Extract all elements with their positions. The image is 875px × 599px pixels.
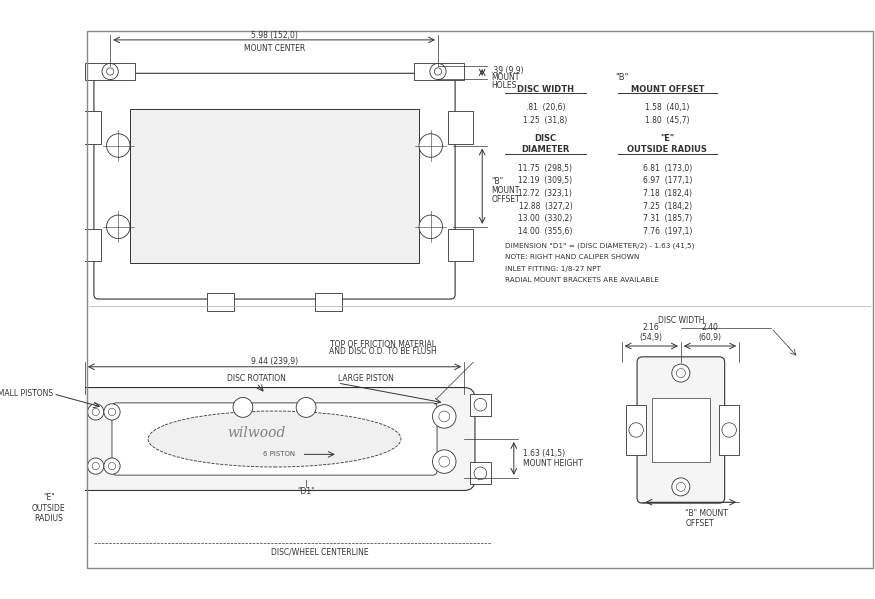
Bar xyxy=(448,229,473,261)
FancyBboxPatch shape xyxy=(94,73,455,299)
Circle shape xyxy=(107,68,114,75)
Text: 7.76  (197,1): 7.76 (197,1) xyxy=(642,227,692,236)
Circle shape xyxy=(107,215,130,238)
FancyBboxPatch shape xyxy=(74,388,475,491)
Text: .81  (20,6): .81 (20,6) xyxy=(526,103,565,112)
Text: 5.98 (152,0): 5.98 (152,0) xyxy=(251,31,298,40)
Text: INLET FITTING: 1/8-27 NPT: INLET FITTING: 1/8-27 NPT xyxy=(505,265,600,271)
Circle shape xyxy=(474,467,487,480)
Bar xyxy=(415,63,464,80)
Text: OFFSET: OFFSET xyxy=(491,195,520,204)
Bar xyxy=(448,111,473,144)
Text: 7.25  (184,2): 7.25 (184,2) xyxy=(643,201,692,210)
Circle shape xyxy=(104,458,120,474)
Circle shape xyxy=(233,398,253,418)
Text: AND DISC O.D. TO BE FLUSH: AND DISC O.D. TO BE FLUSH xyxy=(329,347,437,356)
Circle shape xyxy=(92,409,100,416)
Circle shape xyxy=(62,467,75,480)
Circle shape xyxy=(419,215,443,238)
Text: 6.81  (173,0): 6.81 (173,0) xyxy=(643,164,692,173)
Text: 1.58  (40,1): 1.58 (40,1) xyxy=(645,103,690,112)
Text: 7.18  (182,4): 7.18 (182,4) xyxy=(643,189,692,198)
Text: "E": "E" xyxy=(661,134,675,143)
Text: DIAMETER: DIAMETER xyxy=(522,144,570,153)
Text: wilwood: wilwood xyxy=(228,426,285,440)
Circle shape xyxy=(629,423,643,437)
Circle shape xyxy=(419,134,443,158)
Text: OUTSIDE RADIUS: OUTSIDE RADIUS xyxy=(627,144,707,153)
Text: MOUNT: MOUNT xyxy=(491,73,520,82)
Bar xyxy=(470,462,491,484)
Text: RADIAL MOUNT BRACKETS ARE AVAILABLE: RADIAL MOUNT BRACKETS ARE AVAILABLE xyxy=(505,277,659,283)
Bar xyxy=(206,293,234,311)
Text: DISC WIDTH: DISC WIDTH xyxy=(517,85,574,94)
Bar xyxy=(315,293,342,311)
Text: NOTE: RIGHT HAND CALIPER SHOWN: NOTE: RIGHT HAND CALIPER SHOWN xyxy=(505,254,639,260)
Text: DISC ROTATION: DISC ROTATION xyxy=(227,374,286,383)
Circle shape xyxy=(92,462,100,470)
Circle shape xyxy=(296,398,316,418)
Text: SMALL PISTONS: SMALL PISTONS xyxy=(0,389,53,398)
Text: 2.16
(54,9): 2.16 (54,9) xyxy=(640,323,662,343)
Text: 2.40
(60,9): 2.40 (60,9) xyxy=(698,323,722,343)
Text: LARGE PISTON: LARGE PISTON xyxy=(338,374,394,383)
Text: "B": "B" xyxy=(615,73,629,82)
FancyBboxPatch shape xyxy=(637,357,724,503)
Text: 12.88  (327,2): 12.88 (327,2) xyxy=(519,201,572,210)
Text: "B" MOUNT
OFFSET: "B" MOUNT OFFSET xyxy=(685,509,728,528)
Bar xyxy=(76,111,102,144)
Circle shape xyxy=(722,423,737,437)
Circle shape xyxy=(434,68,442,75)
Ellipse shape xyxy=(148,411,401,467)
Text: 6 PISTON: 6 PISTON xyxy=(263,452,295,458)
Circle shape xyxy=(88,404,104,420)
Bar xyxy=(76,229,102,261)
Text: HOLES: HOLES xyxy=(491,80,516,89)
Circle shape xyxy=(62,398,75,411)
Bar xyxy=(470,394,491,416)
Text: DISC: DISC xyxy=(535,134,556,143)
Text: .39 (9,9): .39 (9,9) xyxy=(491,66,524,75)
Text: TOP OF FRICTION MATERIAL: TOP OF FRICTION MATERIAL xyxy=(330,340,436,349)
Bar xyxy=(58,394,80,416)
Circle shape xyxy=(104,404,120,420)
Bar xyxy=(130,110,419,263)
Circle shape xyxy=(108,409,116,416)
Text: 6.97  (177,1): 6.97 (177,1) xyxy=(642,176,692,185)
Bar xyxy=(652,398,710,462)
FancyBboxPatch shape xyxy=(112,403,437,475)
Text: 1.80  (45,7): 1.80 (45,7) xyxy=(645,116,690,125)
Circle shape xyxy=(676,482,685,491)
Text: 12.19  (309,5): 12.19 (309,5) xyxy=(518,176,572,185)
Text: DISC WIDTH: DISC WIDTH xyxy=(658,316,704,325)
Text: MOUNT: MOUNT xyxy=(491,186,520,195)
Text: 12.72  (323,1): 12.72 (323,1) xyxy=(519,189,572,198)
Circle shape xyxy=(676,368,685,377)
Bar xyxy=(58,462,80,484)
Circle shape xyxy=(474,398,487,411)
Circle shape xyxy=(107,134,130,158)
Text: DIMENSION "D1" = (DISC DIAMETER/2) - 1.63 (41,5): DIMENSION "D1" = (DISC DIAMETER/2) - 1.6… xyxy=(505,242,694,249)
Text: "D1": "D1" xyxy=(298,487,315,496)
Text: 7.31  (185,7): 7.31 (185,7) xyxy=(643,214,692,223)
Circle shape xyxy=(439,411,450,422)
Text: 9.44 (239,9): 9.44 (239,9) xyxy=(251,357,298,366)
Circle shape xyxy=(432,450,456,473)
Circle shape xyxy=(102,63,118,80)
Circle shape xyxy=(432,405,456,428)
Circle shape xyxy=(88,458,104,474)
Text: MOUNT OFFSET: MOUNT OFFSET xyxy=(631,85,704,94)
Bar xyxy=(719,405,739,455)
Text: "B": "B" xyxy=(491,177,503,186)
Text: DISC/WHEEL CENTERLINE: DISC/WHEEL CENTERLINE xyxy=(271,547,368,556)
Circle shape xyxy=(672,478,690,496)
Text: 11.75  (298,5): 11.75 (298,5) xyxy=(518,164,572,173)
Bar xyxy=(626,405,646,455)
Text: MOUNT CENTER: MOUNT CENTER xyxy=(244,44,305,53)
Circle shape xyxy=(672,364,690,382)
Circle shape xyxy=(108,462,116,470)
Bar xyxy=(85,63,135,80)
Text: 1.63 (41,5)
MOUNT HEIGHT: 1.63 (41,5) MOUNT HEIGHT xyxy=(523,449,583,468)
Text: 1.25  (31,8): 1.25 (31,8) xyxy=(523,116,568,125)
Circle shape xyxy=(430,63,446,80)
